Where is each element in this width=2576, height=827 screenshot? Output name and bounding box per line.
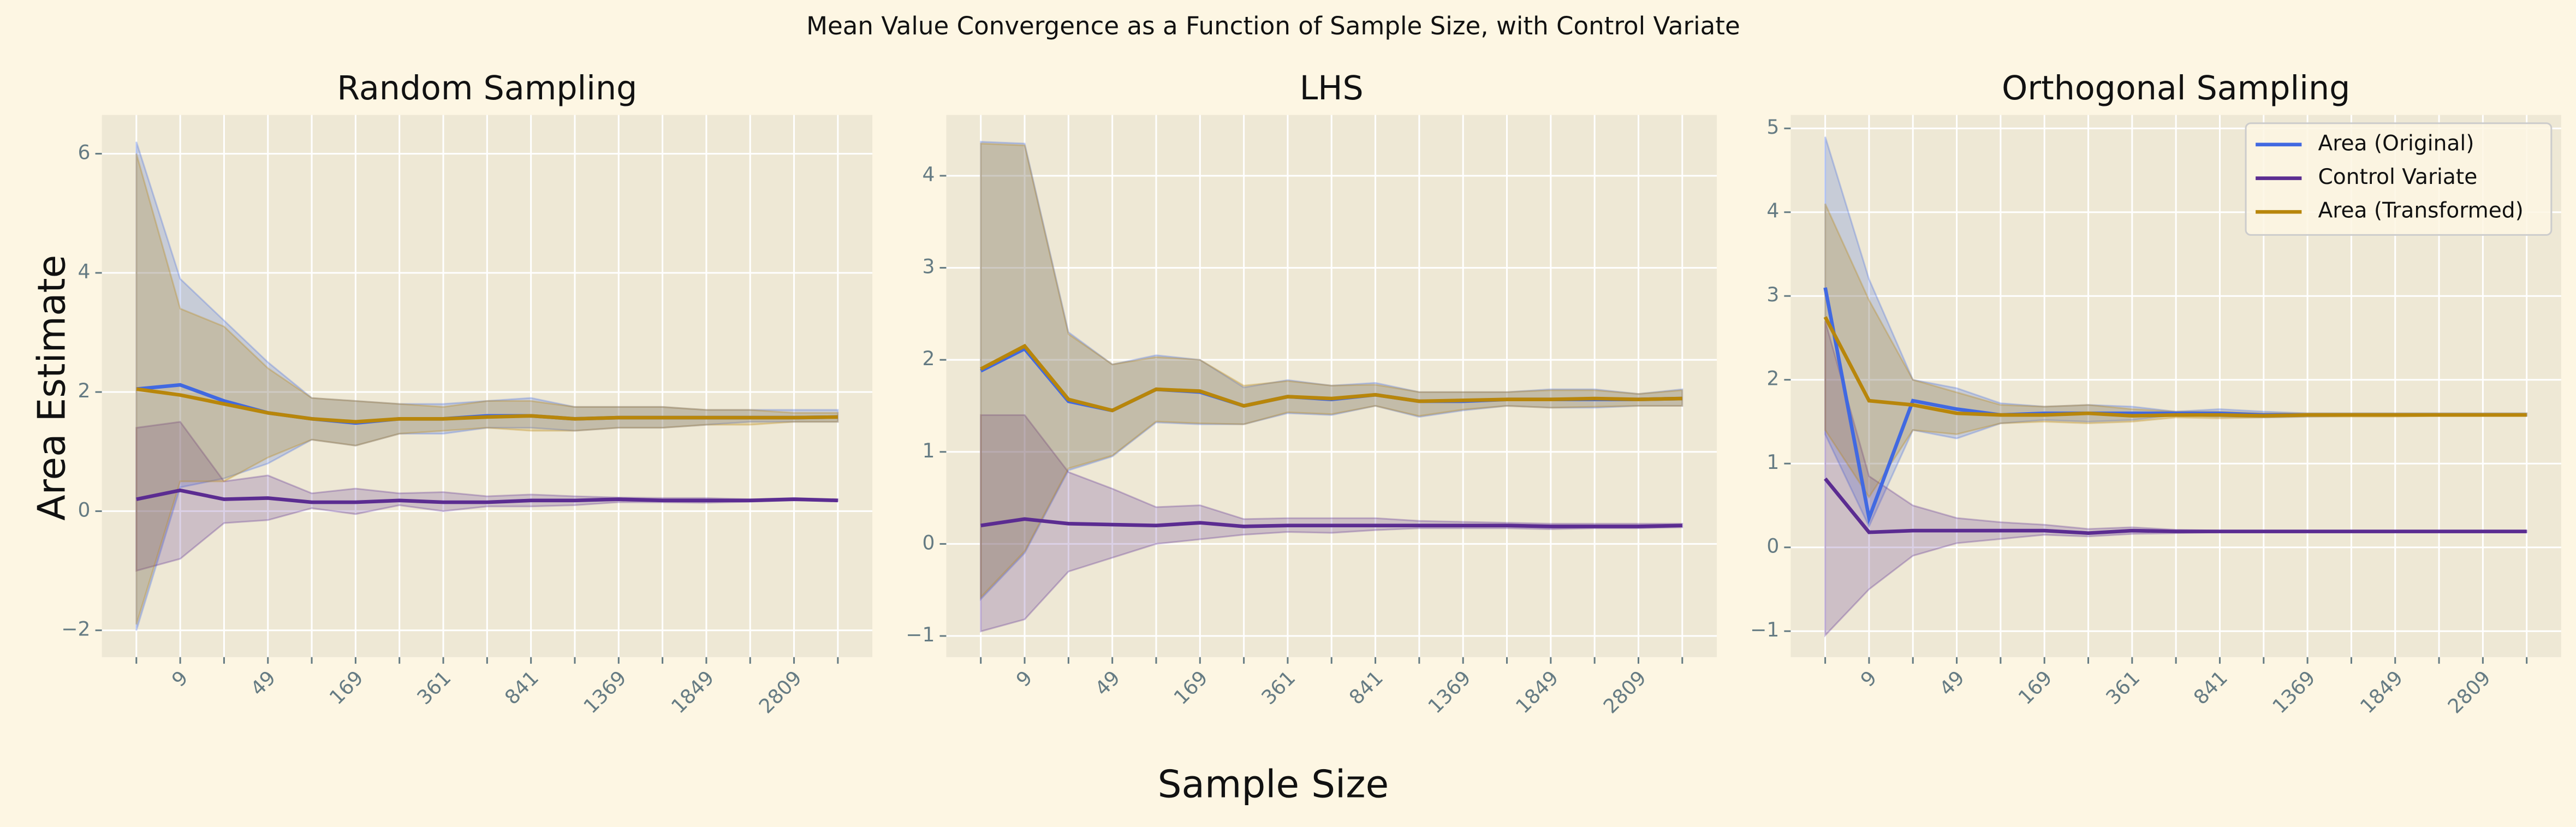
series-line [980, 343, 1682, 413]
y-tick-label: −1 [906, 623, 935, 646]
confidence-band [135, 141, 839, 631]
y-tick-label: 0 [78, 498, 91, 521]
series-line [1823, 316, 2527, 418]
legend-label: Area (Original) [2318, 131, 2474, 156]
subplot-title: LHS [1300, 69, 1364, 108]
y-tick-label: 0 [1766, 534, 1779, 558]
series-line [136, 387, 838, 424]
y-tick-label: 5 [1766, 115, 1779, 139]
legend-label: Area (Transformed) [2318, 199, 2523, 223]
confidence-band [980, 142, 1683, 599]
y-tick-label: 3 [922, 255, 935, 278]
y-tick-label: 2 [922, 347, 935, 370]
confidence-band [135, 421, 839, 572]
y-tick-label: 1 [922, 439, 935, 462]
y-axis-label: Area Estimate [30, 255, 74, 521]
y-tick-label: 0 [922, 531, 935, 554]
y-tick-label: 4 [922, 163, 935, 186]
y-tick-label: 4 [78, 260, 91, 283]
series-line [136, 488, 838, 504]
y-tick-label: 3 [1766, 283, 1779, 306]
y-tick-label: 2 [1766, 367, 1779, 390]
subplot-title: Orthogonal Sampling [2002, 69, 2350, 108]
y-tick-label: 2 [78, 379, 91, 402]
legend-box [2245, 122, 2553, 236]
confidence-band [135, 153, 839, 625]
subplot-title: Random Sampling [337, 69, 637, 108]
series-line [1824, 477, 2527, 535]
x-axis-label: Sample Size [1158, 763, 1389, 807]
confidence-band [980, 140, 1683, 602]
y-tick-label: −1 [1750, 618, 1779, 641]
confidence-band [980, 414, 1683, 633]
y-tick-label: 4 [1766, 199, 1779, 223]
series-line [980, 517, 1682, 528]
figure-title: Mean Value Convergence as a Function of … [806, 11, 1740, 40]
legend-label: Control Variate [2318, 165, 2477, 189]
y-tick-label: 6 [78, 141, 91, 164]
y-tick-label: −2 [61, 617, 90, 641]
y-tick-label: 1 [1766, 450, 1779, 474]
